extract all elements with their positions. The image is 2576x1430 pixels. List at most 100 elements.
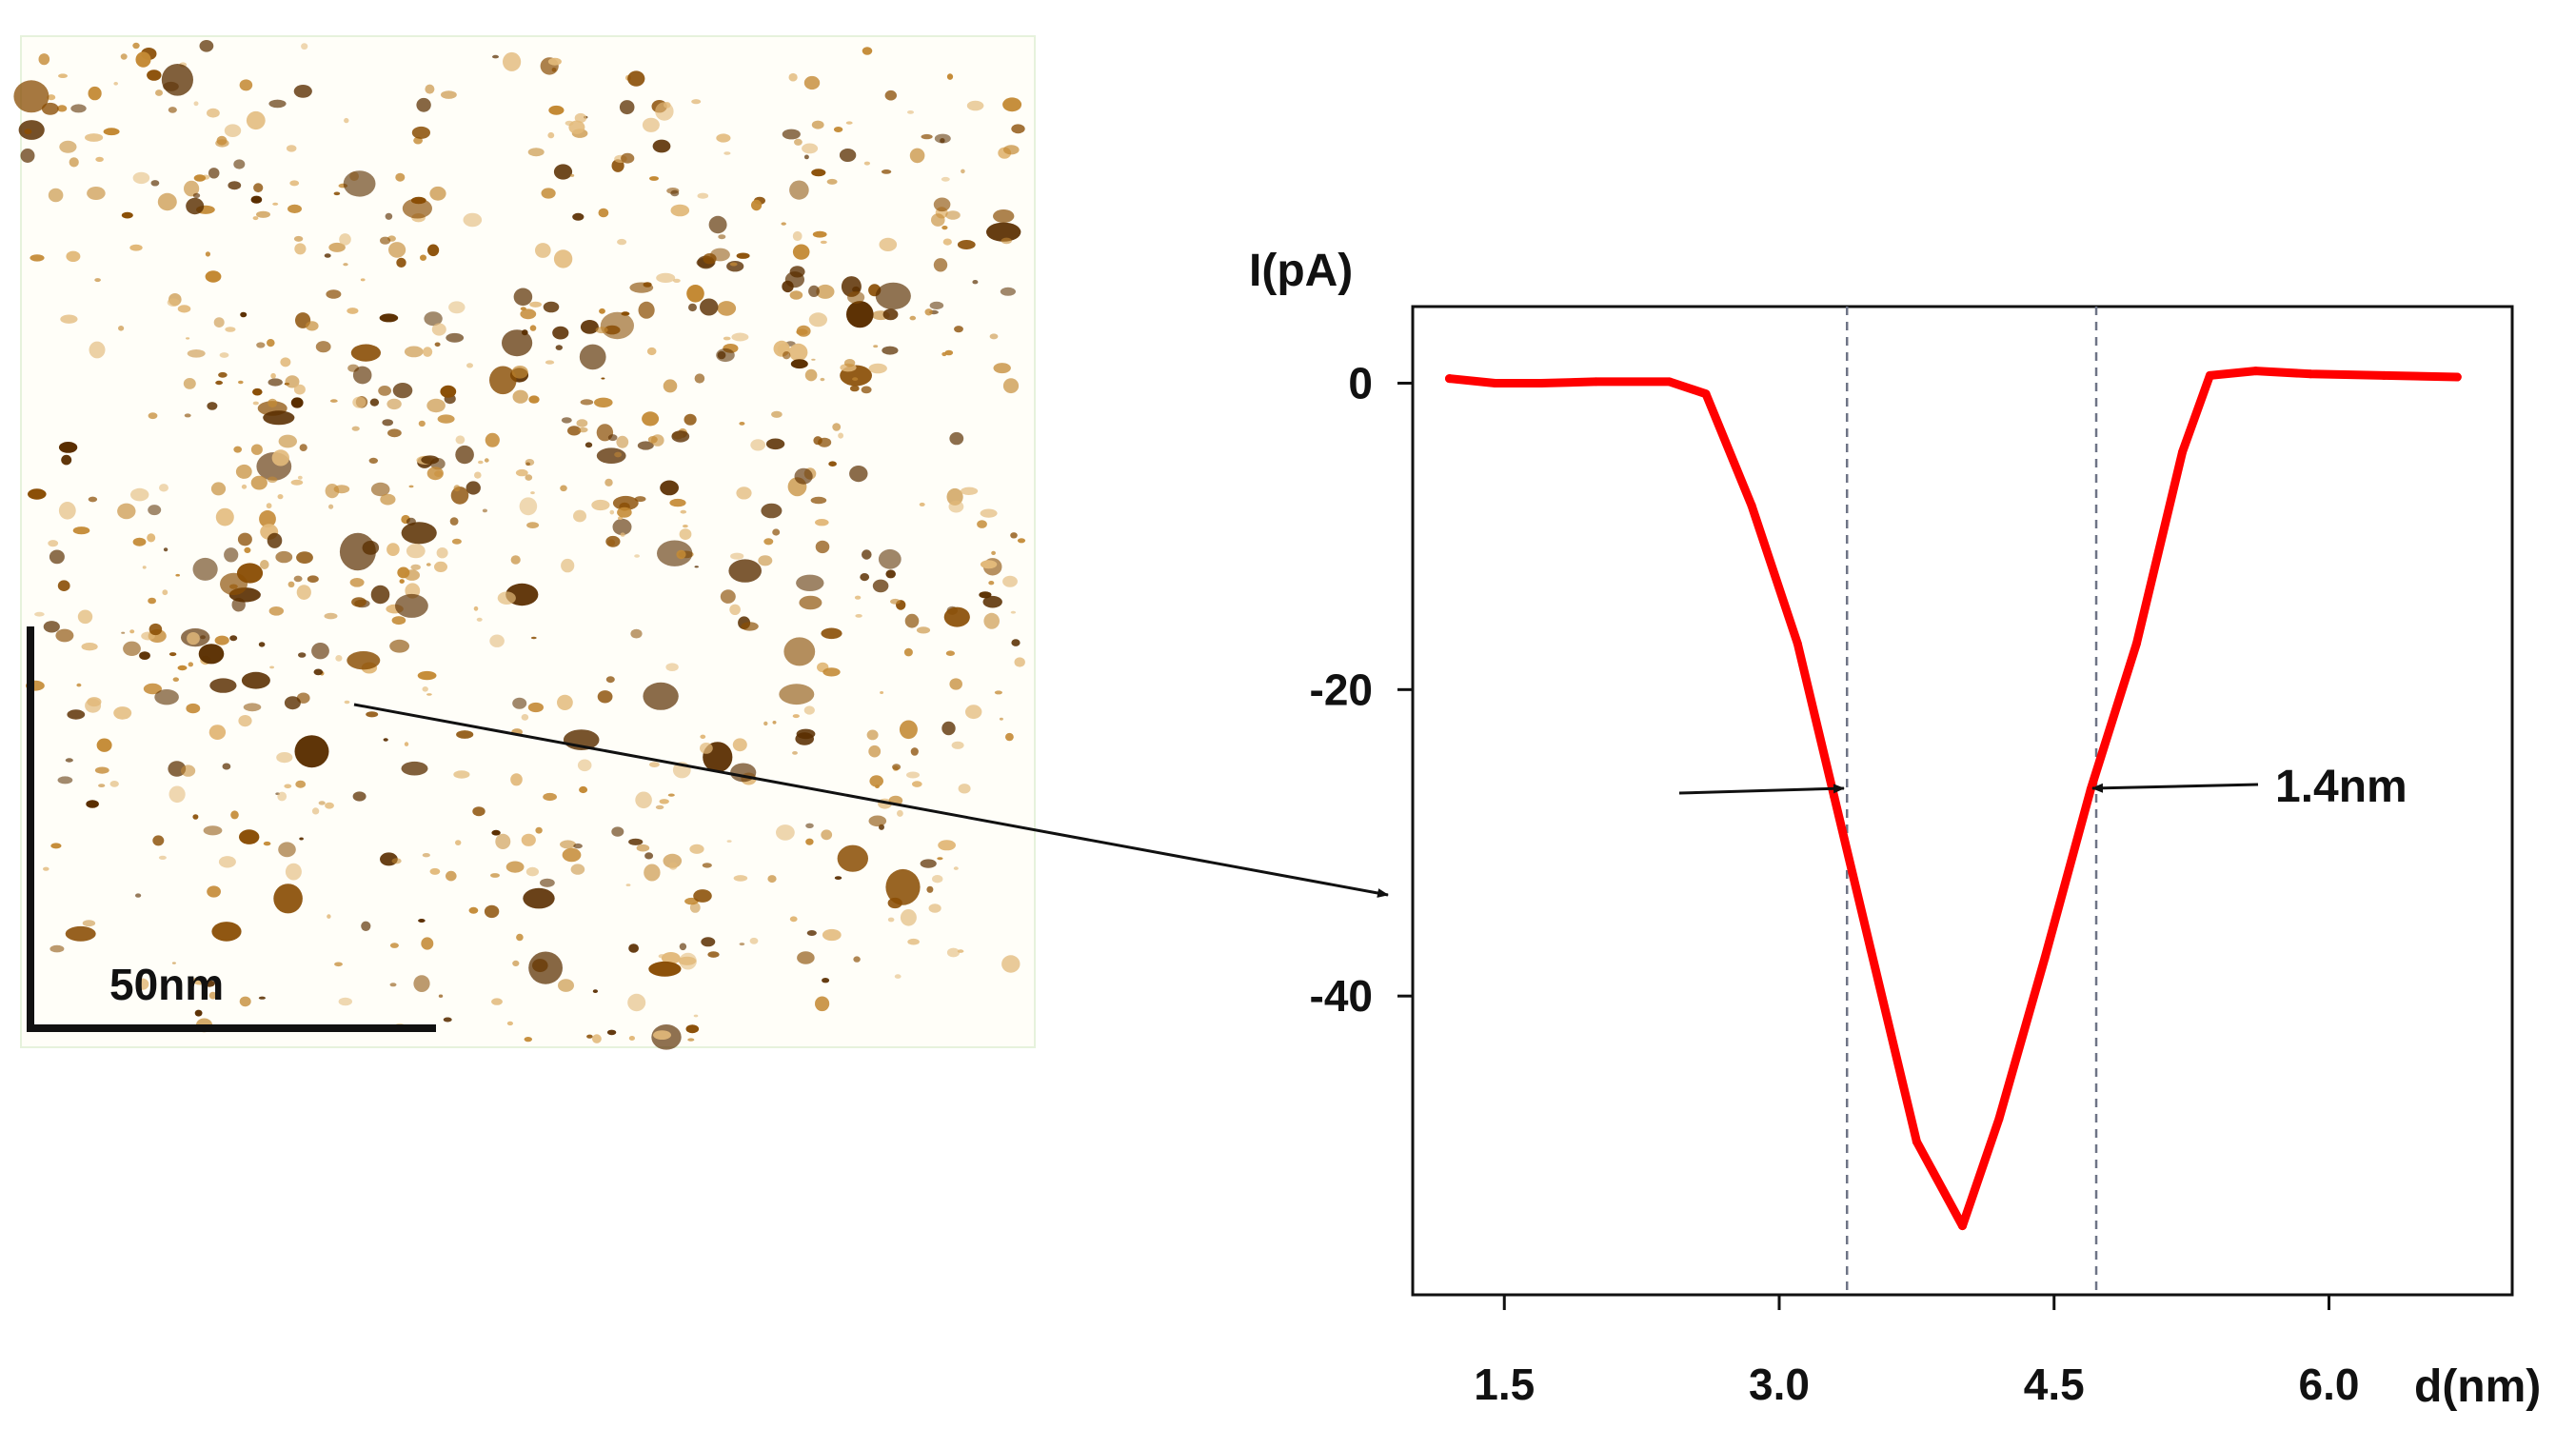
particle <box>567 426 582 436</box>
particle <box>88 86 102 101</box>
particle <box>789 916 798 923</box>
particle <box>545 360 555 365</box>
particle <box>220 572 248 596</box>
particle <box>187 349 206 358</box>
particle <box>453 485 461 492</box>
particle <box>277 494 284 500</box>
particle <box>605 676 615 684</box>
particle <box>852 286 861 293</box>
particle <box>468 906 479 914</box>
particle <box>241 484 248 489</box>
particle <box>765 438 785 450</box>
particle <box>333 191 341 196</box>
particle <box>506 1021 514 1026</box>
particle <box>897 809 903 817</box>
data-point <box>2452 372 2462 382</box>
particle <box>171 962 176 964</box>
particle <box>530 491 535 495</box>
y-axis-ticks: 0 -20 -40 <box>1310 358 1413 1021</box>
particle <box>802 143 819 154</box>
particle <box>418 420 426 427</box>
particle <box>853 956 861 963</box>
particle <box>218 371 228 378</box>
particle <box>664 102 671 109</box>
particle <box>155 89 163 96</box>
particle <box>350 344 381 362</box>
particle <box>697 192 709 199</box>
particle <box>344 700 350 705</box>
particle <box>395 593 428 618</box>
particle <box>904 613 920 628</box>
particle <box>739 422 745 426</box>
particle <box>214 635 229 645</box>
data-point <box>2251 367 2260 376</box>
particle <box>389 983 397 987</box>
particle <box>284 784 292 789</box>
particle <box>803 705 815 715</box>
particle <box>910 747 919 756</box>
particle <box>148 412 158 420</box>
particle <box>849 466 868 483</box>
particle <box>723 336 731 341</box>
particle <box>502 329 533 357</box>
particle <box>159 484 168 492</box>
particle <box>484 458 489 463</box>
particle <box>268 99 287 109</box>
particle <box>152 835 165 846</box>
particle <box>671 430 690 443</box>
particle <box>241 671 270 689</box>
particle <box>627 993 646 1012</box>
particle <box>425 84 435 94</box>
series-layer <box>1445 367 2462 1231</box>
particle <box>634 554 640 558</box>
particle <box>932 875 943 884</box>
particle <box>580 320 599 334</box>
annotation-label: 1.4nm <box>2275 762 2408 812</box>
data-point <box>1665 377 1674 387</box>
particle <box>440 385 457 398</box>
particle <box>208 168 220 179</box>
particle <box>815 540 830 554</box>
particle <box>360 278 366 282</box>
particle <box>339 233 351 246</box>
particle <box>446 870 457 882</box>
particle <box>789 266 805 278</box>
particle <box>233 159 246 169</box>
particle <box>594 397 613 407</box>
particle <box>617 506 632 518</box>
particle <box>860 573 870 582</box>
particle <box>448 301 466 314</box>
particle <box>184 180 200 197</box>
particle <box>463 212 483 228</box>
particle <box>872 579 889 593</box>
particle <box>451 538 462 545</box>
particle <box>287 204 302 213</box>
particle <box>845 121 853 125</box>
particle <box>718 234 726 240</box>
particle <box>679 528 692 540</box>
particle <box>607 434 618 442</box>
particle <box>256 342 266 348</box>
particle <box>815 519 829 526</box>
particle <box>163 547 168 552</box>
particle <box>135 51 151 68</box>
particle <box>530 636 537 640</box>
particle <box>941 351 947 357</box>
particle <box>130 487 149 502</box>
particle <box>315 341 331 353</box>
particle <box>421 937 434 950</box>
particle <box>944 349 954 356</box>
particle <box>324 612 338 620</box>
particle <box>993 363 1011 374</box>
particle <box>783 351 791 360</box>
particle <box>951 741 964 749</box>
particle <box>882 308 899 321</box>
particle <box>268 398 278 407</box>
particle <box>535 826 543 834</box>
particle <box>149 623 163 636</box>
particle <box>416 97 431 112</box>
particle <box>1017 538 1026 544</box>
particle <box>120 53 128 60</box>
particle <box>547 131 555 139</box>
particle <box>884 89 897 101</box>
